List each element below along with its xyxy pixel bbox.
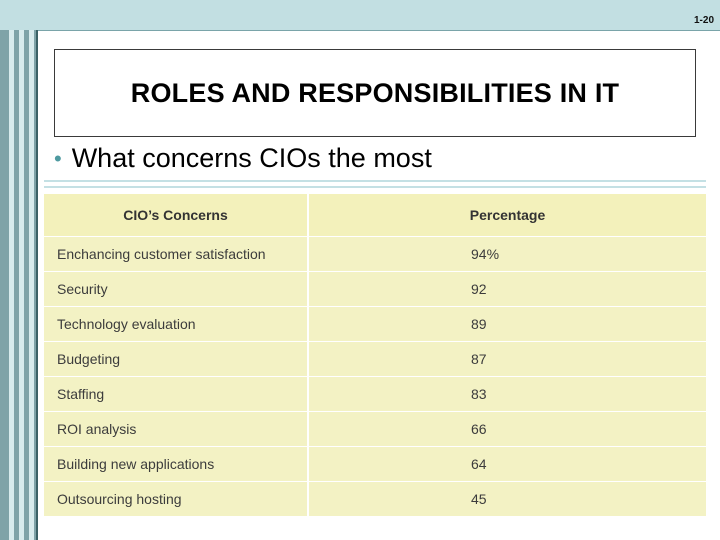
percentage-cell: 89 [308,306,706,342]
concern-cell: Building new applications [44,446,310,482]
percentage-cell: 45 [308,481,706,517]
table-header-row: CIO’s Concerns Percentage [44,194,706,237]
concern-cell: Enchancing customer satisfaction [44,236,310,272]
table-row: ROI analysis 66 [44,411,706,447]
rail-stripe [19,30,24,540]
header-percentage: Percentage [308,194,706,237]
concern-cell: Budgeting [44,341,310,377]
table-row: Staffing 83 [44,376,706,412]
bullet-item: • What concerns CIOs the most [54,143,432,174]
rail-stripe [9,30,14,540]
rail-edge [36,30,38,540]
table-row: Outsourcing hosting 45 [44,481,706,517]
percentage-cell: 87 [308,341,706,377]
concern-cell: Security [44,271,310,307]
percentage-cell: 64 [308,446,706,482]
title-box: ROLES AND RESPONSIBILITIES IN IT [54,49,696,137]
slide-title: ROLES AND RESPONSIBILITIES IN IT [130,77,620,108]
percentage-cell: 92 [308,271,706,307]
cio-concerns-table: CIO’s Concerns Percentage Enchancing cus… [44,194,706,517]
concern-cell: Outsourcing hosting [44,481,310,517]
table-row: Security 92 [44,271,706,307]
table-row: Budgeting 87 [44,341,706,377]
percentage-cell: 66 [308,411,706,447]
divider-line [44,186,706,188]
table-row: Building new applications 64 [44,446,706,482]
bullet-text: What concerns CIOs the most [71,143,432,173]
table-row: Technology evaluation 89 [44,306,706,342]
concern-cell: Technology evaluation [44,306,310,342]
page-number: 1-20 [693,15,714,26]
header-concerns: CIO’s Concerns [44,194,310,237]
percentage-cell: 83 [308,376,706,412]
top-bar: 1-20 [0,0,720,31]
rail-stripe [29,30,34,540]
concern-cell: Staffing [44,376,310,412]
divider-line [44,180,706,182]
concern-cell: ROI analysis [44,411,310,447]
table-row: Enchancing customer satisfaction 94% [44,236,706,272]
bullet-dot-icon: • [54,145,62,171]
percentage-cell: 94% [308,236,706,272]
